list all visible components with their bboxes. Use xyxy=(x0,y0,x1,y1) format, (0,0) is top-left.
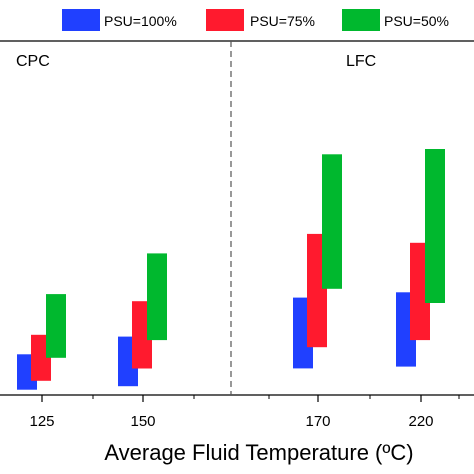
x-tick-label-125: 125 xyxy=(29,413,54,430)
bars-layer xyxy=(17,149,445,390)
legend-label-psu-100: PSU=100% xyxy=(104,13,177,29)
legend-label-psu-50: PSU=50% xyxy=(384,13,449,29)
panel-label-cpc: CPC xyxy=(16,53,50,70)
legend-swatch-psu-75 xyxy=(206,9,244,31)
legend-label-psu-75: PSU=75% xyxy=(250,13,315,29)
chart-legend: PSU=100% PSU=75% PSU=50% xyxy=(62,9,449,31)
bar-psu50-125 xyxy=(46,294,66,358)
bar-psu50-220 xyxy=(425,149,445,303)
x-tick-label-150: 150 xyxy=(130,413,155,430)
plot-frame xyxy=(0,40,474,396)
x-axis-title: Average Fluid Temperature (ºC) xyxy=(104,440,413,465)
x-tick-labels: 125 150 170 220 xyxy=(29,413,433,430)
bar-psu50-170 xyxy=(322,154,342,289)
bar-psu50-150 xyxy=(147,253,167,341)
legend-swatch-psu-50 xyxy=(342,9,380,31)
legend-swatch-psu-100 xyxy=(62,9,100,31)
panel-label-lfc: LFC xyxy=(346,53,376,70)
x-tick-label-220: 220 xyxy=(408,413,433,430)
x-ticks xyxy=(41,395,460,402)
x-tick-label-170: 170 xyxy=(305,413,330,430)
